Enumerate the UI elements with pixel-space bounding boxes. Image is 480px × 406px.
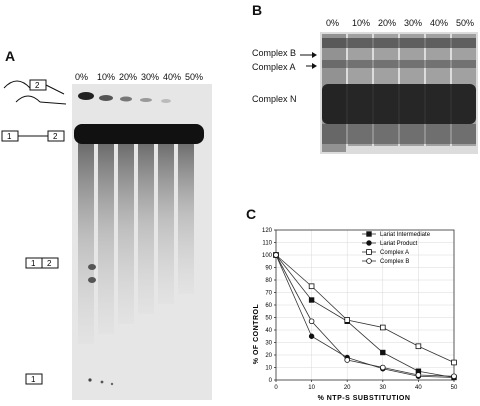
y-tick-label-9: 90 bbox=[265, 266, 272, 272]
panel-b-lane-1: 10% bbox=[352, 18, 371, 28]
x-axis-title: % NTP-S SUBSTITUTION bbox=[318, 395, 411, 402]
mrna-exon2-label: 2 bbox=[47, 259, 52, 268]
panel-a-lane-2: 20% bbox=[119, 72, 138, 82]
legend-label-2: Complex A bbox=[380, 250, 409, 256]
y-axis-title: % OF CONTROL bbox=[253, 304, 260, 365]
panel-a-letter: A bbox=[5, 48, 16, 64]
series-1 bbox=[273, 252, 457, 381]
y-tick-label-10: 100 bbox=[262, 253, 273, 259]
gel-a-product-bands bbox=[88, 264, 114, 386]
panel-b-lane-4: 40% bbox=[430, 18, 449, 28]
complex-arrows bbox=[300, 52, 317, 69]
series-3-point-3 bbox=[380, 364, 386, 371]
exon1-diagram: 1 bbox=[25, 373, 43, 385]
precursor-exon2-label: 2 bbox=[53, 132, 58, 141]
legend-marker-2 bbox=[366, 249, 372, 255]
series-2-point-5 bbox=[451, 359, 457, 366]
series-2-point-3 bbox=[379, 324, 386, 331]
series-line-1 bbox=[275, 254, 455, 378]
panel-b-lane-3: 30% bbox=[404, 18, 423, 28]
y-tick-label-12: 120 bbox=[262, 228, 273, 234]
lariat-exon-label: 2 bbox=[35, 81, 40, 90]
mrna-exon1-label: 1 bbox=[31, 259, 36, 268]
series-line-0 bbox=[275, 254, 455, 378]
gel-a-lariat-bands bbox=[78, 92, 171, 103]
y-tick-label-8: 80 bbox=[265, 278, 272, 284]
series-2-point-4 bbox=[415, 343, 422, 350]
series-3-point-0 bbox=[273, 252, 279, 258]
legend-label-1: Lariat Product bbox=[380, 241, 418, 247]
gel-a-smears bbox=[78, 134, 194, 344]
gel-a-precursor-band bbox=[74, 124, 204, 144]
gel-b bbox=[320, 32, 478, 154]
panel-b-lane-2: 20% bbox=[378, 18, 397, 28]
series-0-point-1 bbox=[308, 297, 315, 303]
gel-a bbox=[72, 84, 212, 400]
panel-b-lane-labels: 0% 10% 20% 30% 40% 50% bbox=[324, 18, 480, 30]
y-tick-label-11: 110 bbox=[262, 241, 272, 247]
series-3-point-4 bbox=[415, 372, 422, 378]
legend-marker-3 bbox=[366, 258, 372, 264]
series-3-point-1 bbox=[308, 318, 315, 325]
y-tick-label-4: 40 bbox=[265, 328, 272, 334]
panel-b-lane-5: 50% bbox=[456, 18, 475, 28]
y-tick-label-0: 0 bbox=[269, 378, 273, 384]
mrna-diagram: 1 2 bbox=[25, 257, 59, 269]
panel-a-lane-3: 30% bbox=[141, 72, 160, 82]
series-line-2 bbox=[275, 254, 455, 363]
panel-a-lane-5: 50% bbox=[185, 72, 204, 82]
legend-label-0: Lariat Intermediate bbox=[380, 232, 431, 238]
series-0-point-3 bbox=[380, 349, 386, 356]
gel-b-complex-n-band bbox=[322, 84, 476, 124]
x-tick-label-5: 50 bbox=[451, 385, 458, 391]
series-3 bbox=[273, 252, 457, 380]
series-3-point-2 bbox=[344, 357, 350, 363]
legend-label-3: Complex B bbox=[380, 259, 409, 265]
x-tick-label-3: 30 bbox=[379, 385, 386, 391]
series-3-point-5 bbox=[451, 373, 457, 380]
series-line-3 bbox=[275, 254, 455, 377]
precursor-diagram: 1 2 bbox=[1, 130, 65, 142]
legend-marker-1 bbox=[366, 240, 372, 246]
series-2-point-1 bbox=[308, 283, 315, 290]
y-tick-label-5: 50 bbox=[265, 316, 272, 322]
panel-a-lane-1: 10% bbox=[97, 72, 116, 82]
series-2 bbox=[273, 252, 457, 366]
complex-n-label: Complex N bbox=[252, 94, 297, 104]
y-tick-label-1: 10 bbox=[265, 366, 272, 372]
y-tick-label-7: 70 bbox=[265, 291, 272, 297]
x-tick-label-4: 40 bbox=[415, 385, 422, 391]
panel-c-letter: C bbox=[246, 206, 257, 222]
x-tick-label-0: 0 bbox=[274, 385, 278, 391]
exon1-label: 1 bbox=[31, 375, 36, 384]
series-2-point-2 bbox=[344, 317, 351, 323]
precursor-exon1-label: 1 bbox=[7, 132, 12, 141]
panel-a-lane-labels: 0% 10% 20% 30% 40% 50% bbox=[75, 72, 215, 84]
panel-a-lane-4: 40% bbox=[163, 72, 182, 82]
complex-a-label: Complex A bbox=[252, 62, 296, 72]
panel-a-lane-0: 0% bbox=[75, 72, 89, 82]
gel-b-complex-a-band bbox=[322, 60, 476, 68]
y-tick-label-3: 30 bbox=[265, 341, 272, 347]
x-tick-label-2: 20 bbox=[344, 385, 351, 391]
gel-b-complex-b-band bbox=[322, 38, 476, 48]
legend-marker-0 bbox=[366, 231, 372, 237]
y-tick-label-6: 60 bbox=[265, 303, 272, 309]
x-tick-label-1: 10 bbox=[308, 385, 315, 391]
series-1-point-1 bbox=[308, 333, 315, 339]
complex-b-label: Complex B bbox=[252, 48, 297, 58]
panel-b-letter: B bbox=[252, 2, 263, 18]
y-tick-label-2: 20 bbox=[265, 353, 272, 359]
series-0 bbox=[273, 252, 457, 381]
panel-b-lane-0: 0% bbox=[326, 18, 340, 28]
lariat-diagram: 2 bbox=[3, 79, 67, 105]
